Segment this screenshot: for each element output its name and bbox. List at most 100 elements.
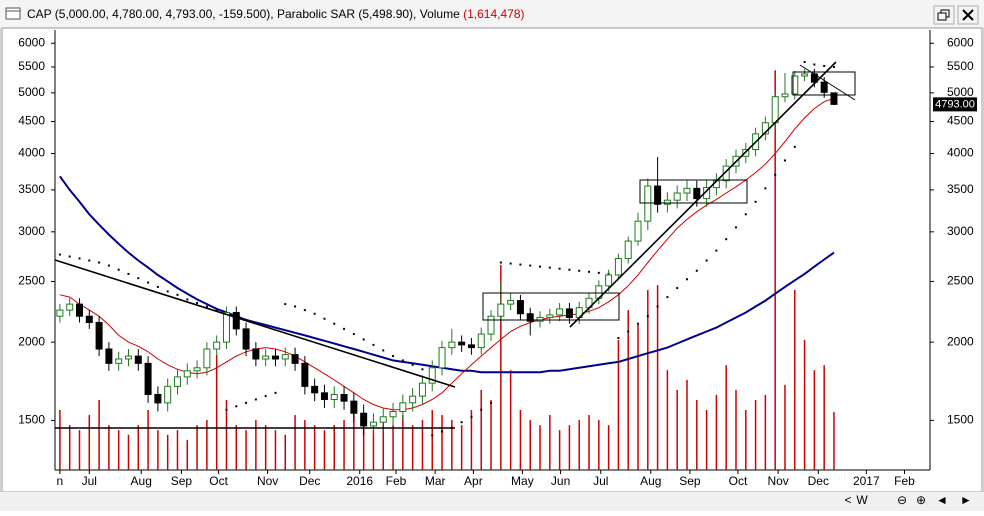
sar-dot (539, 265, 542, 268)
nav-button[interactable]: < (844, 493, 851, 507)
restore-button[interactable] (933, 5, 955, 25)
sar-dot (823, 64, 826, 67)
y-tick-label: 1500 (947, 413, 974, 427)
candle-body (56, 309, 64, 317)
sar-dot (431, 434, 434, 437)
nav-button[interactable]: ⊕ (916, 493, 926, 507)
sar-dot (58, 253, 61, 256)
nav-button-label[interactable]: ◄ (936, 493, 948, 507)
sar-dot (333, 322, 336, 325)
y-tick-label: 5000 (947, 85, 974, 99)
candle-body (360, 412, 368, 427)
candle-body (409, 395, 417, 404)
y-tick-label: 2000 (947, 334, 974, 348)
candle-body (399, 402, 407, 412)
sar-dot (813, 63, 816, 66)
sar-dot (519, 263, 522, 266)
candle-body (252, 348, 260, 360)
volume-value: (1,614,478) (463, 7, 524, 21)
sar-dot (254, 398, 257, 401)
sar-dot (382, 349, 385, 352)
sar-dot (147, 281, 150, 284)
sar-dot (715, 249, 718, 252)
nav-button[interactable]: ◄ (936, 493, 948, 507)
candle-body (330, 393, 338, 400)
candle-body (820, 81, 828, 93)
sar-dot (205, 305, 208, 308)
sar-dot (705, 259, 708, 262)
sar-dot (294, 305, 297, 308)
x-tick-label: Nov (767, 474, 788, 488)
candle-body (262, 355, 270, 360)
trend-line (569, 61, 837, 328)
scroll-bar (0, 492, 984, 511)
sar-dot (284, 303, 287, 306)
sar-dot (470, 415, 473, 418)
sar-dot (695, 269, 698, 272)
y-tick-label: 5500 (947, 59, 974, 73)
candle-body (546, 314, 554, 318)
range-box (639, 179, 748, 204)
candle-body (242, 328, 250, 350)
nav-button-label[interactable]: ⊖ (897, 493, 907, 507)
sar-dot (734, 226, 737, 229)
volume-label: Volume (420, 7, 460, 21)
close-button[interactable] (957, 5, 979, 25)
x-tick-label: Jul (82, 474, 97, 488)
title-bar (0, 0, 984, 28)
nav-button[interactable]: ► (960, 493, 972, 507)
sar-dot (793, 145, 796, 148)
nav-button-label[interactable]: W (856, 493, 868, 507)
y-tick-label: 5000 (18, 85, 45, 99)
sar-dot (411, 363, 414, 366)
nav-button-label[interactable]: < (844, 493, 851, 507)
range-box (482, 292, 620, 321)
sar-dot (88, 259, 91, 262)
sar-dot (558, 267, 561, 270)
candle-body (516, 300, 524, 315)
nav-buttons: < W ⊖ ⊕ ◄ ► (844, 493, 971, 507)
sar-dot (490, 401, 493, 404)
candle-body (487, 315, 495, 335)
sar-dot (774, 173, 777, 176)
candle-body (164, 385, 172, 404)
candle-body (281, 354, 289, 360)
x-tick-label: Aug (640, 474, 661, 488)
sar-dot (343, 327, 346, 330)
y-tick-label: 3000 (947, 224, 974, 238)
sar-dot (480, 408, 483, 411)
sar-dot (78, 257, 81, 260)
nav-button[interactable]: ⊖ (897, 493, 907, 507)
y-tick-label: 2500 (947, 274, 974, 288)
candle-body (644, 185, 652, 222)
nav-button-label[interactable]: ⊕ (916, 493, 926, 507)
sar-dot (754, 200, 757, 203)
sar-dot (235, 405, 238, 408)
y-tick-label: 1500 (18, 413, 45, 427)
sar-dot (441, 430, 444, 433)
candle-body (683, 187, 691, 194)
sar-dot (137, 277, 140, 280)
candle-body (105, 348, 113, 364)
sar-dot (509, 262, 512, 265)
candle-body (203, 348, 211, 369)
sar-dot (421, 368, 424, 371)
candle-body (213, 341, 221, 350)
x-tick-label: May (511, 474, 534, 488)
sar-dot (313, 312, 316, 315)
window-icon (5, 7, 21, 20)
candle-body (565, 308, 573, 318)
y-tick-label: 4500 (947, 114, 974, 128)
x-tick-label: Sep (171, 474, 193, 488)
y-tick-label: 4500 (18, 114, 45, 128)
nav-button[interactable]: W (856, 493, 868, 507)
candle-body (830, 92, 838, 105)
sar-dot (127, 272, 130, 275)
candle-body (134, 355, 142, 364)
nav-button-label[interactable]: ► (960, 493, 972, 507)
last-price-tag (933, 97, 977, 112)
trend-line (799, 64, 856, 101)
sar-dot (303, 309, 306, 312)
annotations (54, 61, 856, 429)
